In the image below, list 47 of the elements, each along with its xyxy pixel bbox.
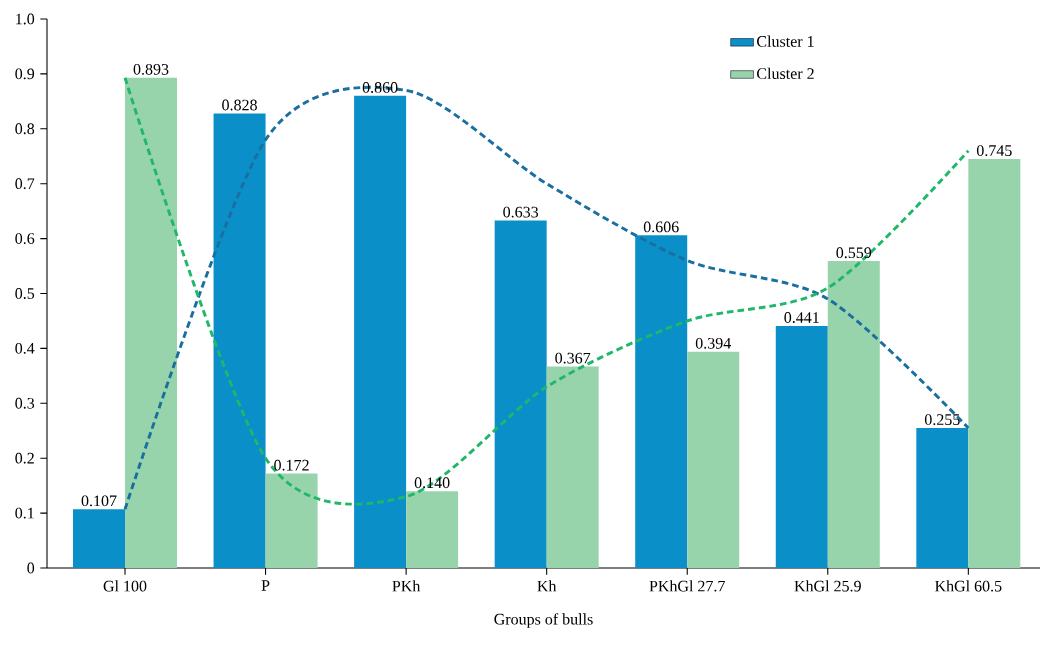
bar xyxy=(775,325,828,568)
y-tick-label: 0.8 xyxy=(15,123,35,135)
data-label: 0.745 xyxy=(976,145,1012,157)
bar xyxy=(213,113,266,568)
y-tick-label: 0.5 xyxy=(15,288,35,299)
y-tick-label: 0 xyxy=(27,562,35,574)
bar xyxy=(916,428,969,568)
legend-label: Cluster 2 xyxy=(757,67,814,79)
x-tick-label: KhGl 25.9 xyxy=(794,580,861,592)
bar xyxy=(494,220,547,568)
x-tick-label: PKhGl 27.7 xyxy=(649,580,725,592)
x-tick-label: P xyxy=(261,580,270,591)
bar xyxy=(635,235,688,568)
y-tick-label: 0.4 xyxy=(15,342,35,354)
bar xyxy=(265,473,318,568)
bar xyxy=(406,491,459,568)
data-label: 0.367 xyxy=(555,352,591,364)
y-tick-label: 0.2 xyxy=(15,452,34,464)
bar xyxy=(125,77,178,568)
x-tick-label: Kh xyxy=(537,580,557,592)
x-tick-label: Gl 100 xyxy=(103,580,147,592)
data-label: 0.255 xyxy=(924,414,960,426)
data-label: 0.172 xyxy=(274,459,309,471)
bar xyxy=(354,95,407,568)
y-tick-label: 0.6 xyxy=(15,233,35,245)
data-label: 0.633 xyxy=(503,206,539,218)
bar xyxy=(73,509,126,568)
bar xyxy=(687,351,740,568)
data-label: 0.893 xyxy=(133,63,169,75)
data-label: 0.441 xyxy=(784,312,819,323)
x-tick-label: KhGl 60.5 xyxy=(935,580,1002,592)
y-tick-label: 0.3 xyxy=(15,397,35,409)
y-tick-label: 0.7 xyxy=(15,178,35,190)
data-label: 0.107 xyxy=(81,495,117,507)
bar xyxy=(968,158,1021,568)
y-tick-label: 0.1 xyxy=(15,507,34,519)
y-tick-label: 1.0 xyxy=(16,13,35,25)
bar xyxy=(546,366,599,568)
data-label: 0.394 xyxy=(695,337,731,349)
data-label: 0.606 xyxy=(643,221,679,233)
x-tick-label: PKh xyxy=(392,580,421,592)
y-tick-label: 0.9 xyxy=(15,68,35,80)
bar xyxy=(827,261,880,568)
data-label: 0.559 xyxy=(836,247,872,259)
data-label: 0.828 xyxy=(222,99,257,111)
x-axis-title: Groups of bulls xyxy=(494,613,593,628)
legend-label: Cluster 1 xyxy=(757,35,814,47)
